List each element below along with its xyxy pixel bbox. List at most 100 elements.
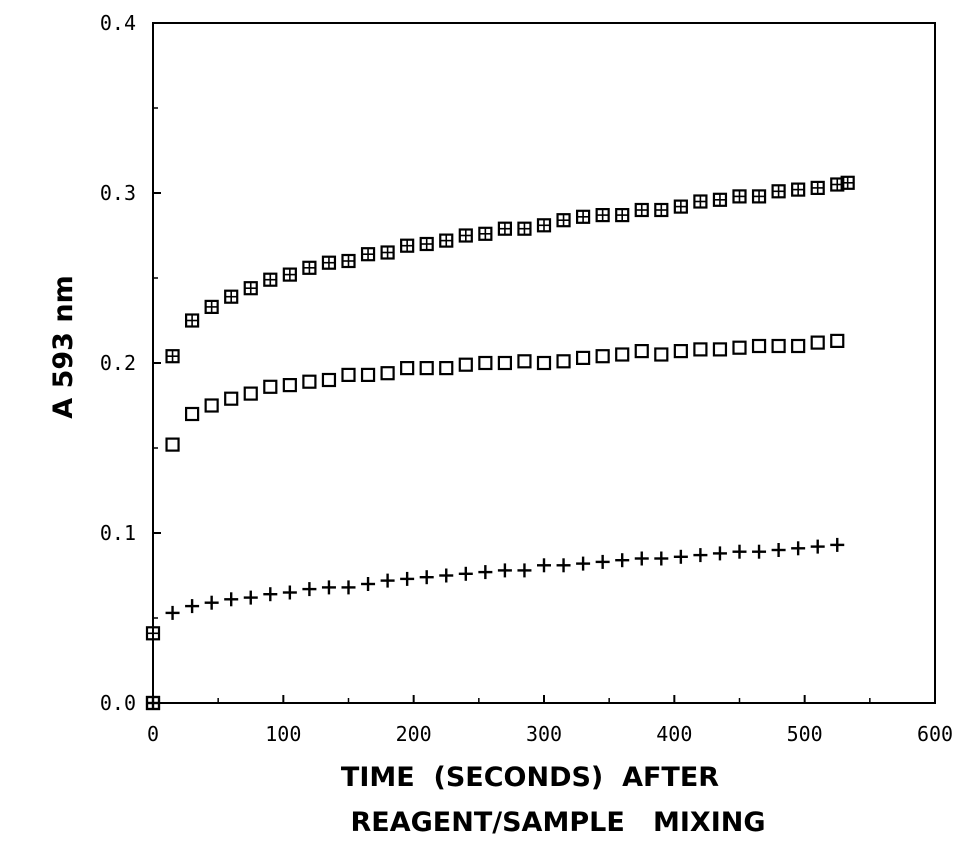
plus-point: [321, 580, 336, 595]
boxed-plus-point: [693, 194, 708, 209]
square-point: [458, 357, 473, 372]
plus-point: [810, 539, 825, 554]
x-axis-title-line-2: REAGENT/SAMPLE MIXING: [351, 807, 766, 838]
square-point: [810, 335, 825, 350]
square-point: [830, 333, 845, 348]
square-point: [224, 391, 239, 406]
boxed-plus-point: [321, 255, 337, 270]
y-tick-label: 0.4: [100, 11, 136, 35]
x-tick-label: 100: [265, 722, 301, 746]
plus-point: [830, 537, 845, 552]
boxed-plus-point: [536, 218, 552, 233]
boxed-plus-point: [810, 180, 825, 195]
boxed-plus-point: [615, 208, 630, 223]
boxed-plus-point: [771, 184, 786, 199]
axis-tick-labels: 0 100 200 300 400 500 600 0.0 0.1 0.2 0.3 0.4: [100, 11, 953, 746]
boxed-plus-point: [458, 228, 473, 243]
boxed-plus-point: [341, 253, 356, 269]
boxed-plus-point: [712, 192, 728, 207]
boxed-plus-point: [840, 175, 855, 190]
plus-point: [517, 563, 532, 578]
plus-point: [341, 580, 356, 595]
square-point: [497, 355, 512, 371]
square-point: [282, 378, 297, 393]
plus-point: [497, 563, 512, 578]
plus-point: [243, 590, 258, 605]
square-point: [673, 344, 688, 359]
plus-point: [537, 558, 551, 573]
square-point: [165, 437, 180, 452]
square-point: [321, 372, 337, 388]
y-tick-label: 0.2: [100, 351, 136, 375]
axis-ticks: [152, 22, 936, 704]
boxed-plus-point: [263, 272, 278, 287]
plus-point: [478, 565, 493, 580]
plus-point: [693, 548, 708, 563]
square-point: [536, 355, 552, 371]
boxed-plus-point: [732, 189, 747, 204]
square-point: [185, 406, 200, 422]
plus-point: [361, 577, 376, 591]
x-tick-label: 200: [396, 722, 432, 746]
plus-point: [712, 546, 727, 561]
x-tick-label: 0: [147, 722, 159, 746]
y-tick-label: 0.1: [100, 521, 136, 545]
plus-point: [791, 541, 806, 556]
square-point: [771, 338, 786, 354]
square-point: [751, 338, 767, 354]
plus-point: [771, 543, 786, 557]
plus-point: [419, 570, 434, 585]
boxed-plus-point: [595, 208, 610, 223]
boxed-plus-point: [204, 299, 219, 314]
square-point: [595, 349, 610, 364]
plus-point: [556, 558, 571, 573]
boxed-plus-point: [575, 209, 591, 224]
square-point: [615, 347, 630, 362]
x-axis-title-line-1: TIME (SECONDS) AFTER: [341, 762, 719, 793]
series-boxed-plus: [145, 175, 855, 711]
square-point: [341, 367, 356, 382]
boxed-plus-point: [673, 199, 688, 214]
plus-point: [634, 551, 649, 566]
plus-point: [146, 696, 160, 710]
square-point: [400, 361, 415, 376]
boxed-plus-point: [360, 247, 376, 262]
square-point: [380, 366, 395, 381]
x-tick-label: 500: [787, 722, 823, 746]
plus-point: [282, 585, 297, 600]
plus-point: [752, 544, 767, 559]
boxed-plus-point: [380, 245, 395, 260]
boxed-plus-point: [145, 626, 161, 641]
boxed-plus-point: [282, 267, 297, 282]
boxed-plus-point: [556, 213, 571, 228]
boxed-plus-point: [478, 226, 493, 241]
square-point: [419, 361, 434, 376]
plus-point: [673, 549, 688, 564]
boxed-plus-point: [243, 281, 258, 296]
boxed-plus-point: [419, 236, 434, 252]
x-tick-label: 600: [917, 722, 953, 746]
square-point: [575, 350, 591, 365]
square-point: [634, 344, 649, 359]
data-marks: [145, 175, 855, 711]
plus-point: [263, 587, 278, 602]
boxed-plus-point: [400, 238, 415, 253]
boxed-plus-point: [517, 221, 532, 236]
square-point: [693, 342, 708, 357]
plus-point: [204, 595, 219, 610]
square-point: [302, 374, 317, 389]
square-point: [517, 354, 532, 369]
plus-point: [615, 553, 630, 568]
boxed-plus-point: [302, 260, 317, 275]
square-point: [439, 361, 454, 376]
boxed-plus-point: [185, 313, 200, 328]
square-point: [556, 354, 571, 369]
plus-point: [185, 599, 200, 614]
boxed-plus-point: [791, 182, 806, 197]
boxed-plus-point: [751, 189, 767, 204]
boxed-plus-point: [439, 233, 454, 248]
plus-point: [224, 592, 239, 607]
square-point: [791, 338, 806, 354]
plus-point: [458, 566, 473, 581]
x-tick-label: 400: [656, 722, 692, 746]
